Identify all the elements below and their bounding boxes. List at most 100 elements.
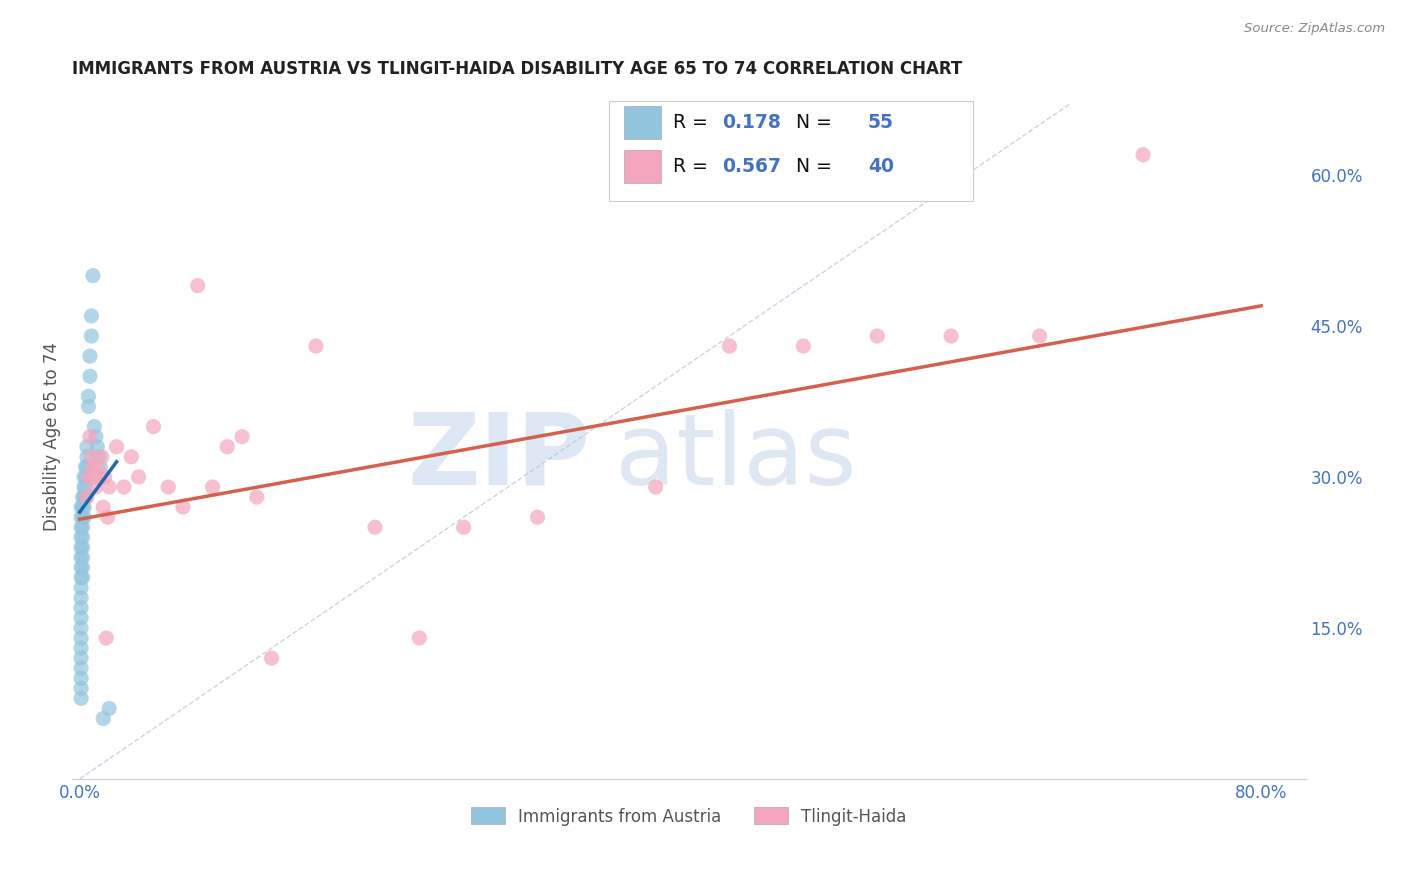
Point: [80, 450, 103, 464]
Text: 40: 40: [868, 157, 894, 176]
Point: [112, 480, 135, 494]
Point: [364, 520, 387, 534]
Point: [70, 591, 93, 605]
Point: [73, 500, 96, 515]
Point: [86, 440, 108, 454]
Point: [80, 309, 103, 323]
Point: [453, 520, 475, 534]
Point: [79, 349, 101, 363]
Point: [83, 470, 105, 484]
Point: [70, 661, 93, 675]
Point: [70, 581, 93, 595]
Point: [70, 681, 93, 696]
Point: [89, 459, 111, 474]
Point: [75, 490, 97, 504]
Point: [70, 671, 93, 685]
Point: [72, 520, 94, 534]
Point: [73, 490, 96, 504]
Text: Source: ZipAtlas.com: Source: ZipAtlas.com: [1244, 22, 1385, 36]
Point: [91, 712, 114, 726]
Point: [157, 480, 180, 494]
Point: [79, 369, 101, 384]
Point: [408, 631, 430, 645]
Point: [87, 450, 110, 464]
Point: [217, 440, 239, 454]
Point: [72, 490, 94, 504]
Legend: Immigrants from Austria, Tlingit-Haida: Immigrants from Austria, Tlingit-Haida: [464, 801, 912, 832]
Text: N =: N =: [783, 157, 838, 176]
Point: [80, 329, 103, 343]
Point: [76, 440, 98, 454]
Point: [644, 480, 666, 494]
Point: [93, 470, 115, 484]
Point: [70, 611, 93, 625]
Point: [90, 450, 112, 464]
Point: [70, 631, 93, 645]
Point: [70, 510, 93, 524]
Point: [70, 560, 93, 574]
Point: [939, 329, 962, 343]
Point: [246, 490, 269, 504]
Text: R =: R =: [673, 157, 714, 176]
Point: [72, 550, 94, 565]
Point: [526, 510, 548, 524]
Point: [70, 600, 93, 615]
Point: [76, 450, 98, 464]
Point: [142, 419, 165, 434]
Point: [73, 510, 96, 524]
Point: [91, 500, 114, 515]
Point: [1028, 329, 1050, 343]
Text: N =: N =: [783, 113, 838, 132]
Point: [79, 430, 101, 444]
Y-axis label: Disability Age 65 to 74: Disability Age 65 to 74: [44, 343, 60, 531]
Point: [231, 430, 253, 444]
Point: [72, 510, 94, 524]
Point: [77, 470, 100, 484]
Point: [72, 500, 94, 515]
Point: [866, 329, 889, 343]
Point: [76, 459, 98, 474]
Point: [305, 339, 328, 353]
Point: [77, 389, 100, 403]
Point: [1132, 148, 1154, 162]
Point: [72, 560, 94, 574]
Point: [87, 470, 110, 484]
Point: [70, 530, 93, 544]
Point: [86, 459, 108, 474]
Point: [201, 480, 224, 494]
Text: IMMIGRANTS FROM AUSTRIA VS TLINGIT-HAIDA DISABILITY AGE 65 TO 74 CORRELATION CHA: IMMIGRANTS FROM AUSTRIA VS TLINGIT-HAIDA…: [72, 60, 963, 78]
Point: [70, 541, 93, 555]
Point: [70, 571, 93, 585]
Point: [84, 430, 107, 444]
Point: [97, 510, 120, 524]
Point: [105, 440, 128, 454]
Point: [82, 459, 104, 474]
Point: [718, 339, 741, 353]
Point: [96, 631, 118, 645]
FancyBboxPatch shape: [623, 150, 661, 183]
Point: [72, 571, 94, 585]
Point: [172, 500, 194, 515]
Point: [120, 450, 142, 464]
FancyBboxPatch shape: [609, 102, 973, 201]
Text: 0.567: 0.567: [723, 157, 782, 176]
Point: [128, 470, 150, 484]
Point: [98, 701, 121, 715]
Point: [84, 480, 107, 494]
Point: [77, 400, 100, 414]
Text: R =: R =: [673, 113, 714, 132]
Point: [72, 530, 94, 544]
Point: [75, 459, 97, 474]
Point: [70, 520, 93, 534]
Point: [98, 480, 121, 494]
Point: [73, 480, 96, 494]
Point: [70, 500, 93, 515]
Point: [70, 641, 93, 656]
Point: [76, 490, 98, 504]
Point: [70, 550, 93, 565]
FancyBboxPatch shape: [623, 106, 661, 139]
Text: 55: 55: [868, 113, 894, 132]
Text: atlas: atlas: [614, 409, 856, 506]
Point: [70, 651, 93, 665]
Point: [82, 268, 104, 283]
